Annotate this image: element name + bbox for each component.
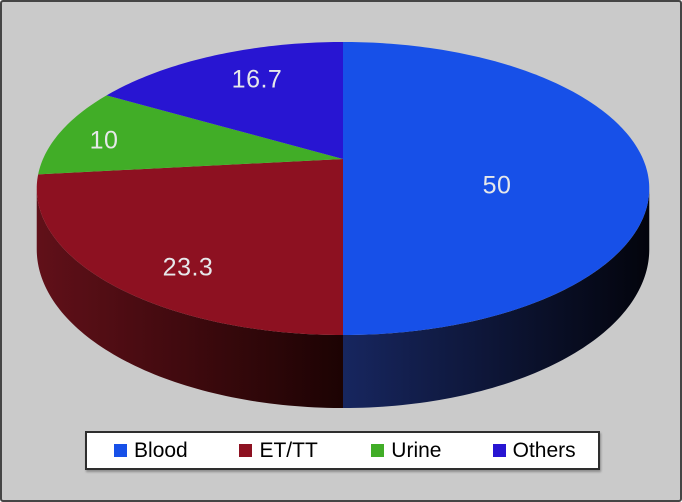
legend-swatch-others [492, 444, 506, 457]
pie-slice-et-tt-wall [36, 188, 343, 409]
legend-item-others: Others [470, 433, 598, 468]
pie-slice-urine [38, 95, 343, 175]
legend-item-blood: Blood [87, 433, 215, 468]
pie-slice-et-tt [36, 159, 343, 336]
legend-swatch-urine [371, 444, 385, 457]
legend: Blood ET/TT Urine Others [85, 431, 600, 470]
legend-label-et-tt: ET/TT [259, 438, 318, 462]
pie-slice-blood-wall [343, 188, 650, 409]
pie-slice-blood [343, 41, 650, 336]
slice-value-label-others: 16.7 [231, 65, 283, 94]
slice-value-label-blood: 50 [482, 171, 512, 200]
pie-slice-others [106, 41, 344, 159]
slice-value-label-urine: 10 [89, 126, 119, 155]
legend-item-et-tt: ET/TT [215, 433, 343, 468]
legend-label-others: Others [512, 438, 576, 462]
legend-swatch-blood [114, 444, 128, 457]
legend-label-blood: Blood [134, 438, 188, 462]
legend-swatch-et-tt [239, 444, 253, 457]
slice-value-label-et-tt: 23.3 [162, 253, 214, 282]
legend-label-urine: Urine [391, 438, 442, 462]
legend-item-urine: Urine [343, 433, 471, 468]
